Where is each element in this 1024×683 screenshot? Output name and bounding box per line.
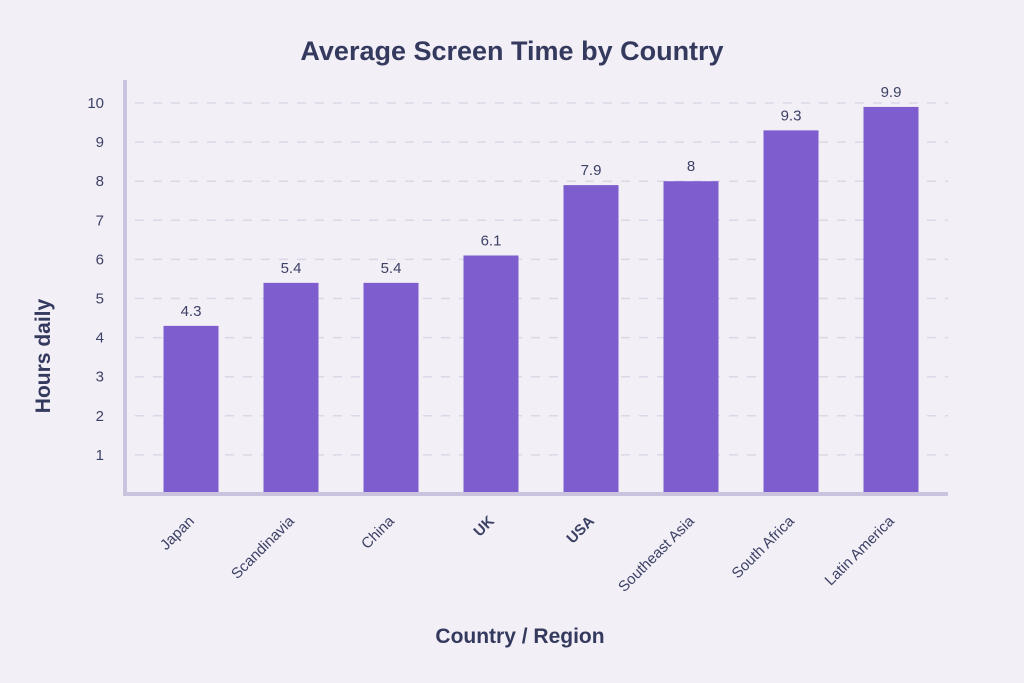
bar bbox=[363, 282, 419, 494]
bar bbox=[863, 106, 919, 494]
bar bbox=[563, 185, 619, 495]
x-tick-label: China bbox=[358, 512, 398, 552]
bar-value-label: 5.4 bbox=[281, 260, 302, 277]
bar bbox=[163, 325, 219, 494]
bar-value-label: 9.3 bbox=[781, 107, 802, 124]
bar-value-label: 7.9 bbox=[581, 162, 602, 179]
bar bbox=[263, 282, 319, 494]
x-tick-label: South Africa bbox=[729, 512, 799, 582]
y-tick-label: 4 bbox=[96, 330, 104, 347]
x-tick-label: Southeast Asia bbox=[615, 512, 698, 595]
x-tick-label: Scandinavia bbox=[228, 512, 298, 582]
bar-value-label: 8 bbox=[687, 158, 695, 175]
bar-value-label: 5.4 bbox=[381, 260, 402, 277]
x-tick-label: Japan bbox=[157, 513, 198, 554]
bar-value-label: 9.9 bbox=[881, 84, 902, 101]
bar bbox=[763, 130, 819, 494]
y-tick-label: 8 bbox=[96, 173, 104, 190]
y-tick-label: 1 bbox=[96, 447, 104, 464]
bars bbox=[163, 106, 919, 495]
y-tick-label: 10 bbox=[87, 95, 104, 112]
y-tick-label: 9 bbox=[96, 134, 104, 151]
y-tick-label: 6 bbox=[96, 251, 104, 268]
y-tick-label: 3 bbox=[96, 369, 104, 386]
y-tick-label: 5 bbox=[96, 291, 104, 308]
bar bbox=[463, 255, 519, 494]
x-tick-label: USA bbox=[563, 513, 598, 548]
grid-lines bbox=[135, 102, 948, 456]
y-tick-label: 7 bbox=[96, 212, 104, 229]
y-axis-title: Hours daily bbox=[32, 299, 55, 414]
y-tick-label: 2 bbox=[96, 408, 104, 425]
chart-title: Average Screen Time by Country bbox=[300, 36, 723, 66]
x-tick-label: Latin America bbox=[822, 512, 899, 589]
bar bbox=[663, 181, 719, 494]
bar-value-label: 6.1 bbox=[481, 232, 502, 249]
bar-value-label: 4.3 bbox=[181, 303, 202, 320]
x-axis-title: Country / Region bbox=[435, 625, 604, 648]
x-tick-label: UK bbox=[470, 513, 497, 540]
axes bbox=[123, 80, 948, 496]
